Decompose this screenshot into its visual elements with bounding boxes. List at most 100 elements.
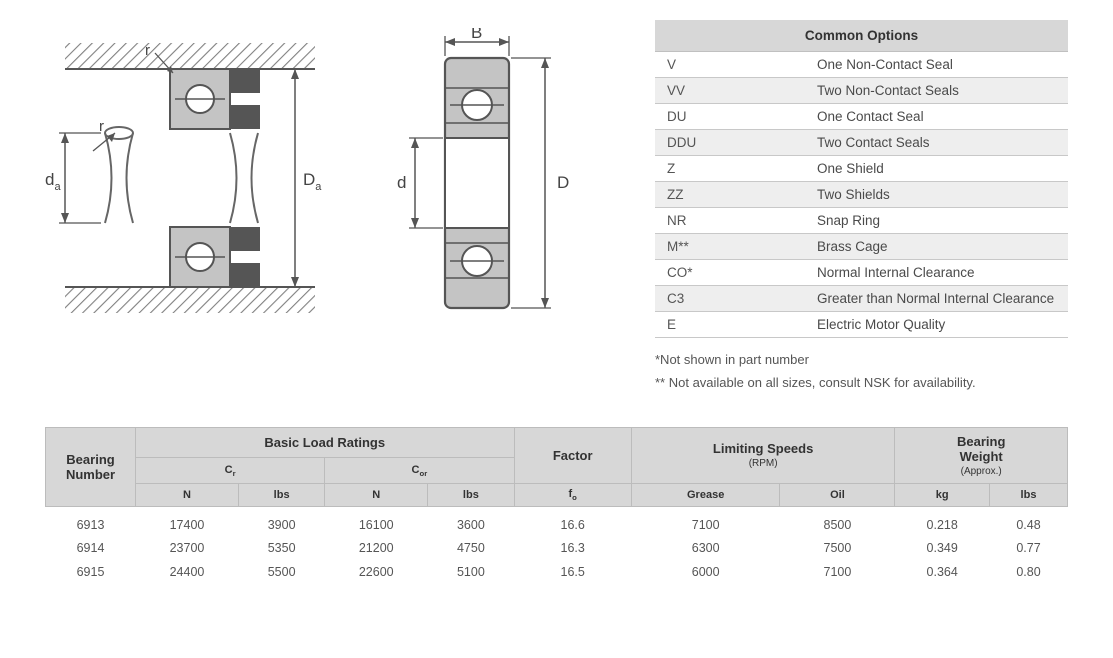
- hdr-oil: Oil: [780, 483, 895, 506]
- label-Da: D: [303, 170, 315, 189]
- cell-fo: 16.5: [514, 561, 631, 585]
- option-code: VV: [655, 78, 805, 104]
- cell-fo: 16.3: [514, 537, 631, 561]
- option-desc: Snap Ring: [805, 208, 1068, 234]
- options-footnotes: *Not shown in part number ** Not availab…: [655, 348, 1068, 395]
- hdr-kg: kg: [895, 483, 990, 506]
- hdr-wlbs: lbs: [990, 483, 1068, 506]
- footnote-2: ** Not available on all sizes, consult N…: [655, 371, 1068, 394]
- option-desc: One Non-Contact Seal: [805, 52, 1068, 78]
- options-row: VVTwo Non-Contact Seals: [655, 78, 1068, 104]
- label-d: d: [397, 173, 406, 192]
- option-code: Z: [655, 156, 805, 182]
- hdr-cr-lbs: lbs: [239, 483, 325, 506]
- options-row: VOne Non-Contact Seal: [655, 52, 1068, 78]
- hdr-cor-lbs: lbs: [428, 483, 514, 506]
- option-desc: One Contact Seal: [805, 104, 1068, 130]
- cell-wlbs: 0.48: [990, 506, 1068, 537]
- common-options-panel: Common Options VOne Non-Contact SealVVTw…: [655, 20, 1068, 395]
- diagram-cross-section: r r da Da: [45, 33, 325, 323]
- ratings-row: 691317400390016100360016.6710085000.2180…: [46, 506, 1068, 537]
- option-code: C3: [655, 286, 805, 312]
- cell-oil: 8500: [780, 506, 895, 537]
- cell-cor-lbs: 5100: [428, 561, 514, 585]
- options-title: Common Options: [655, 20, 1068, 52]
- option-desc: Brass Cage: [805, 234, 1068, 260]
- option-code: DU: [655, 104, 805, 130]
- option-desc: Two Contact Seals: [805, 130, 1068, 156]
- ratings-row: 691423700535021200475016.3630075000.3490…: [46, 537, 1068, 561]
- common-options-table: Common Options VOne Non-Contact SealVVTw…: [655, 20, 1068, 338]
- options-row: C3Greater than Normal Internal Clearance: [655, 286, 1068, 312]
- cell-kg: 0.349: [895, 537, 990, 561]
- option-desc: Greater than Normal Internal Clearance: [805, 286, 1068, 312]
- cell-grease: 7100: [631, 506, 780, 537]
- ratings-row: 691524400550022600510016.5600071000.3640…: [46, 561, 1068, 585]
- cell-grease: 6300: [631, 537, 780, 561]
- ratings-panel: Bearing Number Basic Load Ratings Factor…: [45, 427, 1068, 585]
- options-row: ZZTwo Shields: [655, 182, 1068, 208]
- top-row: r r da Da: [45, 20, 1068, 395]
- cell-cor-lbs: 3600: [428, 506, 514, 537]
- cell-cr-n: 23700: [136, 537, 239, 561]
- cell-wlbs: 0.80: [990, 561, 1068, 585]
- cell-cr-n: 24400: [136, 561, 239, 585]
- options-row: ZOne Shield: [655, 156, 1068, 182]
- option-desc: Two Shields: [805, 182, 1068, 208]
- label-da: d: [45, 170, 54, 189]
- option-desc: Two Non-Contact Seals: [805, 78, 1068, 104]
- option-code: CO*: [655, 260, 805, 286]
- cell-grease: 6000: [631, 561, 780, 585]
- hdr-fo: fo: [514, 483, 631, 506]
- option-code: DDU: [655, 130, 805, 156]
- hdr-cr-n: N: [136, 483, 239, 506]
- cell-oil: 7100: [780, 561, 895, 585]
- hdr-bearing-number: Bearing Number: [46, 427, 136, 506]
- cell-oil: 7500: [780, 537, 895, 561]
- option-desc: Normal Internal Clearance: [805, 260, 1068, 286]
- cell-cor-n: 21200: [325, 537, 428, 561]
- svg-text:Da: Da: [303, 170, 322, 193]
- label-B: B: [471, 28, 482, 42]
- cell-bn: 6915: [46, 561, 136, 585]
- hdr-cor-n: N: [325, 483, 428, 506]
- cell-kg: 0.218: [895, 506, 990, 537]
- cell-cr-n: 17400: [136, 506, 239, 537]
- options-row: DDUTwo Contact Seals: [655, 130, 1068, 156]
- cell-bn: 6913: [46, 506, 136, 537]
- bearing-diagrams: r r da Da: [45, 20, 625, 328]
- option-code: M**: [655, 234, 805, 260]
- label-D: D: [557, 173, 569, 192]
- hdr-grease: Grease: [631, 483, 780, 506]
- option-desc: One Shield: [805, 156, 1068, 182]
- option-code: NR: [655, 208, 805, 234]
- hdr-factor: Factor: [514, 427, 631, 483]
- hdr-bearing-weight: Bearing Weight (Approx.): [895, 427, 1068, 483]
- option-code: V: [655, 52, 805, 78]
- option-code: E: [655, 312, 805, 338]
- ratings-table: Bearing Number Basic Load Ratings Factor…: [45, 427, 1068, 585]
- cell-kg: 0.364: [895, 561, 990, 585]
- options-row: M**Brass Cage: [655, 234, 1068, 260]
- option-code: ZZ: [655, 182, 805, 208]
- cell-cor-lbs: 4750: [428, 537, 514, 561]
- options-row: NRSnap Ring: [655, 208, 1068, 234]
- options-row: EElectric Motor Quality: [655, 312, 1068, 338]
- options-row: DUOne Contact Seal: [655, 104, 1068, 130]
- footnote-1: *Not shown in part number: [655, 348, 1068, 371]
- hdr-cor: Cor: [325, 458, 514, 483]
- cell-cor-n: 22600: [325, 561, 428, 585]
- label-r1: r: [145, 42, 150, 59]
- svg-text:da: da: [45, 170, 61, 193]
- cell-cr-lbs: 3900: [239, 506, 325, 537]
- options-row: CO*Normal Internal Clearance: [655, 260, 1068, 286]
- cell-cor-n: 16100: [325, 506, 428, 537]
- cell-cr-lbs: 5500: [239, 561, 325, 585]
- cell-fo: 16.6: [514, 506, 631, 537]
- cell-cr-lbs: 5350: [239, 537, 325, 561]
- cell-wlbs: 0.77: [990, 537, 1068, 561]
- diagram-plan-view: B d: [385, 28, 585, 328]
- hdr-cr: Cr: [136, 458, 325, 483]
- cell-bn: 6914: [46, 537, 136, 561]
- hdr-limiting-speeds: Limiting Speeds (RPM): [631, 427, 895, 483]
